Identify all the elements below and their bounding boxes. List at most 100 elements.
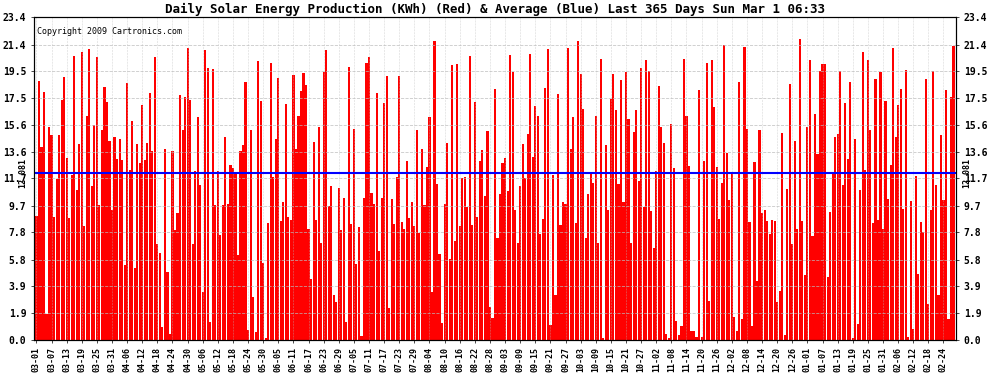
Bar — [254, 332, 256, 340]
Bar — [406, 161, 408, 340]
Bar — [103, 87, 106, 340]
Bar — [597, 243, 599, 340]
Bar — [441, 323, 444, 340]
Bar — [230, 165, 232, 340]
Bar — [333, 296, 335, 340]
Bar — [791, 244, 793, 340]
Bar — [897, 105, 899, 340]
Bar — [741, 320, 742, 340]
Bar — [877, 220, 879, 340]
Bar — [564, 204, 566, 340]
Bar — [73, 57, 75, 340]
Bar — [38, 81, 40, 340]
Bar — [840, 71, 842, 340]
Bar — [357, 227, 360, 340]
Bar — [701, 337, 703, 340]
Bar — [582, 109, 584, 340]
Bar — [819, 71, 821, 340]
Bar — [142, 105, 144, 340]
Bar — [915, 176, 917, 340]
Bar — [257, 61, 259, 340]
Bar — [272, 177, 274, 340]
Bar — [499, 194, 501, 340]
Bar — [748, 222, 750, 340]
Bar — [220, 235, 222, 340]
Bar — [610, 99, 612, 340]
Bar — [325, 50, 328, 340]
Bar — [116, 159, 118, 340]
Bar — [781, 133, 783, 340]
Bar — [277, 78, 279, 340]
Bar — [486, 131, 488, 340]
Bar — [181, 130, 183, 340]
Bar — [413, 226, 416, 340]
Bar — [458, 226, 460, 340]
Bar — [607, 210, 610, 340]
Bar — [569, 149, 571, 340]
Bar — [693, 331, 695, 340]
Bar — [517, 243, 519, 340]
Bar — [729, 200, 731, 340]
Bar — [151, 152, 153, 340]
Bar — [549, 325, 551, 340]
Bar — [935, 185, 937, 340]
Bar — [292, 75, 294, 340]
Bar — [471, 225, 473, 340]
Bar — [338, 188, 340, 340]
Bar — [832, 173, 834, 340]
Bar — [504, 158, 506, 340]
Bar — [252, 297, 254, 340]
Bar — [643, 207, 644, 340]
Bar — [540, 234, 542, 340]
Bar — [655, 171, 657, 340]
Bar — [544, 88, 546, 340]
Bar — [429, 117, 431, 340]
Bar — [214, 205, 217, 340]
Bar — [635, 110, 638, 340]
Bar — [341, 230, 343, 340]
Bar — [574, 223, 577, 340]
Bar — [245, 82, 247, 340]
Bar — [786, 189, 788, 340]
Bar — [70, 175, 73, 340]
Bar — [212, 69, 214, 340]
Bar — [156, 244, 158, 340]
Bar — [829, 211, 832, 340]
Bar — [65, 158, 67, 340]
Bar — [365, 63, 367, 340]
Bar — [176, 213, 178, 340]
Bar — [380, 198, 383, 340]
Bar — [396, 177, 398, 340]
Bar — [421, 149, 423, 340]
Bar — [88, 49, 90, 340]
Bar — [562, 202, 564, 340]
Bar — [837, 134, 839, 340]
Bar — [489, 308, 491, 340]
Bar — [78, 144, 80, 340]
Bar — [602, 338, 605, 340]
Bar — [889, 165, 892, 340]
Bar — [310, 279, 312, 340]
Bar — [527, 134, 529, 340]
Bar — [834, 138, 837, 340]
Bar — [905, 70, 907, 340]
Bar — [532, 157, 534, 340]
Text: 12.081: 12.081 — [19, 158, 28, 188]
Bar — [474, 102, 476, 340]
Bar — [282, 202, 284, 340]
Bar — [884, 102, 887, 340]
Bar — [174, 230, 176, 340]
Bar — [952, 46, 954, 340]
Bar — [696, 337, 698, 340]
Bar — [305, 85, 307, 340]
Bar — [320, 243, 322, 340]
Bar — [308, 229, 310, 340]
Bar — [114, 136, 116, 340]
Bar — [950, 97, 952, 340]
Bar — [567, 48, 569, 340]
Bar — [225, 138, 227, 340]
Bar — [652, 248, 654, 340]
Bar — [713, 107, 715, 340]
Bar — [546, 50, 549, 340]
Bar — [401, 222, 403, 340]
